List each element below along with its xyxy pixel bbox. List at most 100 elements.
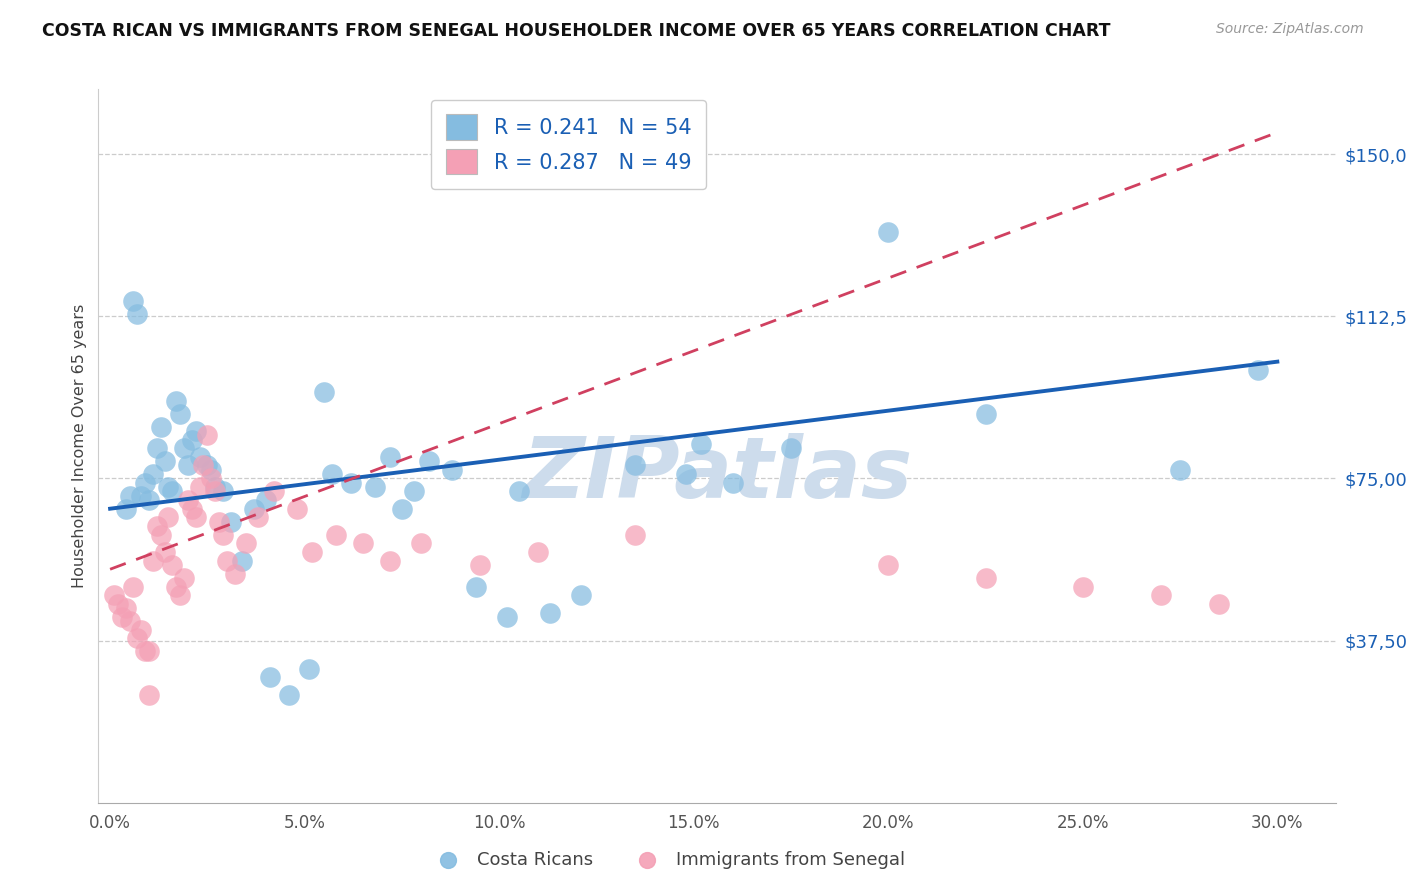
Point — [569, 588, 592, 602]
Point — [1168, 463, 1191, 477]
Point — [177, 458, 200, 473]
Point — [380, 450, 402, 464]
Point — [215, 553, 238, 567]
Point — [177, 493, 200, 508]
Text: ZIPatlas: ZIPatlas — [522, 433, 912, 516]
Point — [153, 545, 176, 559]
Point — [193, 458, 215, 473]
Point — [142, 553, 165, 567]
Point — [1149, 588, 1171, 602]
Point — [380, 553, 402, 567]
Point — [184, 510, 207, 524]
Point — [127, 307, 149, 321]
Point — [411, 536, 433, 550]
Point — [974, 571, 997, 585]
Point — [285, 501, 308, 516]
Point — [184, 424, 207, 438]
Text: Source: ZipAtlas.com: Source: ZipAtlas.com — [1216, 22, 1364, 37]
Point — [259, 670, 281, 684]
Point — [1247, 363, 1270, 377]
Point — [441, 463, 464, 477]
Point — [188, 450, 211, 464]
Point — [1208, 597, 1230, 611]
Point — [122, 580, 145, 594]
Point — [118, 614, 141, 628]
Point — [624, 527, 647, 541]
Point — [180, 501, 202, 516]
Point — [363, 480, 385, 494]
Point — [402, 484, 425, 499]
Point — [721, 475, 744, 490]
Point — [235, 536, 257, 550]
Point — [195, 428, 218, 442]
Point — [464, 580, 486, 594]
Point — [527, 545, 550, 559]
Point — [129, 623, 152, 637]
Point — [146, 441, 169, 455]
Point — [200, 471, 222, 485]
Point — [195, 458, 218, 473]
Point — [157, 510, 180, 524]
Point — [107, 597, 129, 611]
Point — [162, 558, 184, 572]
Point — [129, 489, 152, 503]
Legend: Costa Ricans, Immigrants from Senegal: Costa Ricans, Immigrants from Senegal — [423, 844, 912, 876]
Point — [122, 294, 145, 309]
Point — [780, 441, 803, 455]
Point — [138, 688, 160, 702]
Point — [391, 501, 413, 516]
Text: COSTA RICAN VS IMMIGRANTS FROM SENEGAL HOUSEHOLDER INCOME OVER 65 YEARS CORRELAT: COSTA RICAN VS IMMIGRANTS FROM SENEGAL H… — [42, 22, 1111, 40]
Point — [212, 484, 235, 499]
Point — [496, 610, 519, 624]
Point — [127, 632, 149, 646]
Point — [138, 644, 160, 658]
Point — [165, 393, 187, 408]
Point — [877, 558, 900, 572]
Point — [208, 515, 231, 529]
Point — [1071, 580, 1094, 594]
Point — [212, 527, 235, 541]
Point — [468, 558, 491, 572]
Point — [538, 606, 561, 620]
Point — [138, 493, 160, 508]
Point — [153, 454, 176, 468]
Point — [508, 484, 530, 499]
Point — [297, 662, 319, 676]
Point — [418, 454, 440, 468]
Point — [114, 601, 136, 615]
Point — [114, 501, 136, 516]
Point — [204, 484, 226, 499]
Point — [169, 588, 191, 602]
Point — [675, 467, 697, 482]
Point — [162, 484, 184, 499]
Point — [301, 545, 323, 559]
Point — [624, 458, 647, 473]
Point — [352, 536, 374, 550]
Point — [111, 610, 134, 624]
Point — [877, 225, 900, 239]
Y-axis label: Householder Income Over 65 years: Householder Income Over 65 years — [72, 304, 87, 588]
Point — [146, 519, 169, 533]
Point — [243, 501, 266, 516]
Point — [165, 580, 187, 594]
Point — [263, 484, 285, 499]
Point — [134, 475, 156, 490]
Point — [103, 588, 125, 602]
Point — [321, 467, 343, 482]
Point — [224, 566, 246, 581]
Point — [169, 407, 191, 421]
Point — [157, 480, 180, 494]
Point — [340, 475, 363, 490]
Point — [204, 480, 226, 494]
Point — [142, 467, 165, 482]
Point — [974, 407, 997, 421]
Point — [690, 437, 713, 451]
Point — [246, 510, 269, 524]
Point — [325, 527, 347, 541]
Point — [134, 644, 156, 658]
Point — [231, 553, 253, 567]
Point — [278, 688, 301, 702]
Point — [173, 571, 195, 585]
Point — [173, 441, 195, 455]
Point — [180, 433, 202, 447]
